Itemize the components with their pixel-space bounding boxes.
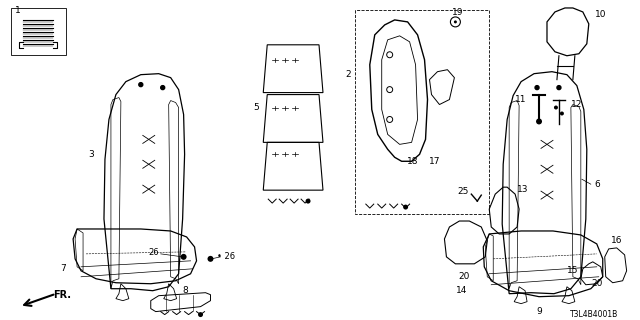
Text: 16: 16 xyxy=(611,236,623,245)
Text: 1: 1 xyxy=(15,6,20,15)
Circle shape xyxy=(535,86,539,90)
Text: 11: 11 xyxy=(515,95,527,104)
Text: 3: 3 xyxy=(88,150,94,159)
Circle shape xyxy=(536,118,542,124)
Text: 2: 2 xyxy=(345,70,351,79)
Circle shape xyxy=(454,20,457,23)
Text: 15: 15 xyxy=(567,266,579,275)
Text: 5: 5 xyxy=(253,103,259,112)
Text: 17: 17 xyxy=(429,157,440,166)
Text: 12: 12 xyxy=(571,100,582,109)
Text: 7: 7 xyxy=(60,264,66,273)
Circle shape xyxy=(560,111,564,116)
Text: • 26: • 26 xyxy=(218,252,236,261)
Circle shape xyxy=(180,254,187,260)
Text: 25: 25 xyxy=(458,187,469,196)
Circle shape xyxy=(161,86,164,90)
Text: T3L4B4001B: T3L4B4001B xyxy=(570,310,619,319)
Circle shape xyxy=(305,199,310,204)
Text: 14: 14 xyxy=(456,286,467,295)
Text: 9: 9 xyxy=(536,307,542,316)
Circle shape xyxy=(403,204,408,210)
Text: 20: 20 xyxy=(459,272,470,281)
Text: 19: 19 xyxy=(452,8,463,18)
Text: 8: 8 xyxy=(183,286,188,295)
Circle shape xyxy=(557,86,561,90)
Text: 13: 13 xyxy=(517,185,529,194)
Circle shape xyxy=(198,312,203,317)
Circle shape xyxy=(139,83,143,87)
Text: 26: 26 xyxy=(148,248,159,257)
Text: 20: 20 xyxy=(591,279,602,288)
Text: 10: 10 xyxy=(595,11,607,20)
Text: FR.: FR. xyxy=(53,290,71,300)
Circle shape xyxy=(554,106,558,109)
Text: 18: 18 xyxy=(407,157,419,166)
Circle shape xyxy=(207,256,214,262)
Text: 6: 6 xyxy=(594,180,600,189)
